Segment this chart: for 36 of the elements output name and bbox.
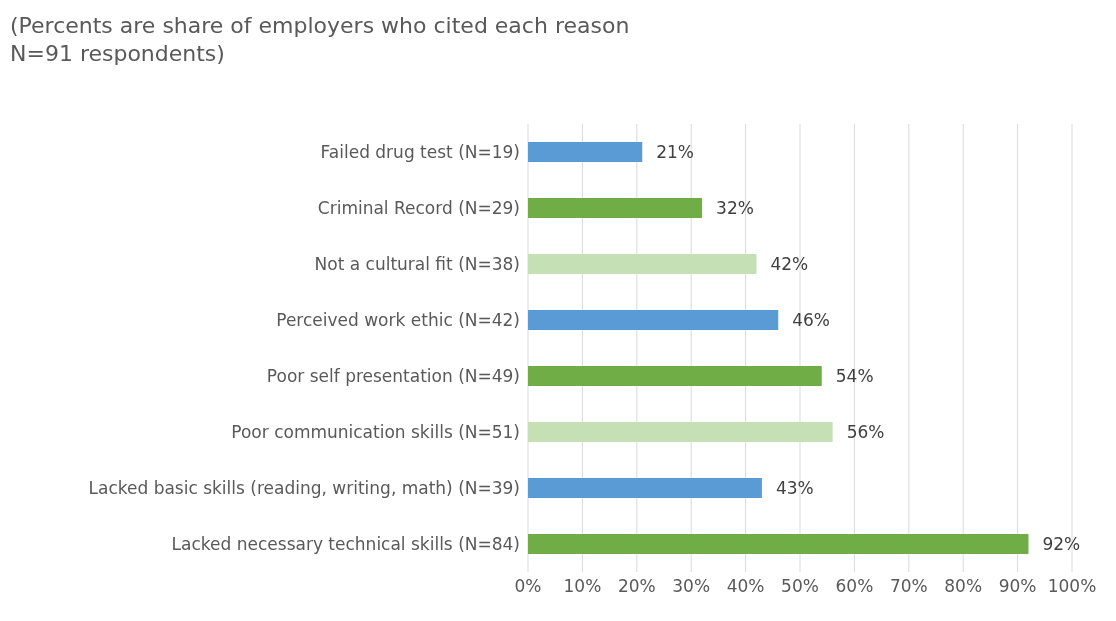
x-tick-label: 10% [563, 576, 602, 597]
text: (Percents are share of employers who cited each reason N=91 respondents) [10, 12, 631, 68]
x-tick-label: 20% [617, 576, 656, 597]
bar [528, 534, 1029, 554]
data-label: 42% [770, 254, 809, 275]
y-tick-label: Lacked basic skills (reading, writing, math) (N=39) [88, 478, 520, 499]
y-tick-label: Criminal Record (N=29) [317, 198, 520, 219]
y-tick-label: Perceived work ethic (N=42) [276, 310, 520, 331]
x-tick-label: 50% [781, 576, 819, 597]
bar [528, 422, 833, 442]
bar [528, 366, 822, 386]
bar [528, 310, 779, 330]
x-tick-label: 60% [835, 576, 874, 597]
y-tick-label: Poor communication skills (N=51) [231, 422, 520, 443]
y-tick-label: Not a cultural fit (N=38) [314, 254, 520, 275]
x-tick-label: 80% [944, 576, 983, 597]
data-label: 92% [1042, 534, 1081, 555]
y-tick-label: Failed drug test (N=19) [320, 142, 520, 163]
data-label: 43% [775, 478, 814, 499]
x-tick-label: 30% [672, 576, 711, 597]
x-tick-label: 0% [514, 576, 542, 597]
x-tick-label: 100% [1047, 576, 1097, 597]
y-tick-label: Poor self presentation (N=49) [266, 366, 520, 387]
bar [528, 478, 762, 498]
data-label: 32% [716, 198, 754, 219]
y-tick-label: Lacked necessary technical skills (N=84) [171, 534, 520, 555]
data-label: 54% [835, 366, 874, 387]
x-tick-label: 40% [726, 576, 765, 597]
bar [528, 142, 643, 162]
data-label: 21% [656, 142, 695, 163]
x-tick-label: 90% [998, 576, 1037, 597]
data-label: 56% [846, 422, 885, 443]
x-tick-label: 70% [889, 576, 928, 597]
bar [528, 198, 703, 218]
bar [528, 254, 757, 274]
data-label: 46% [792, 310, 831, 331]
